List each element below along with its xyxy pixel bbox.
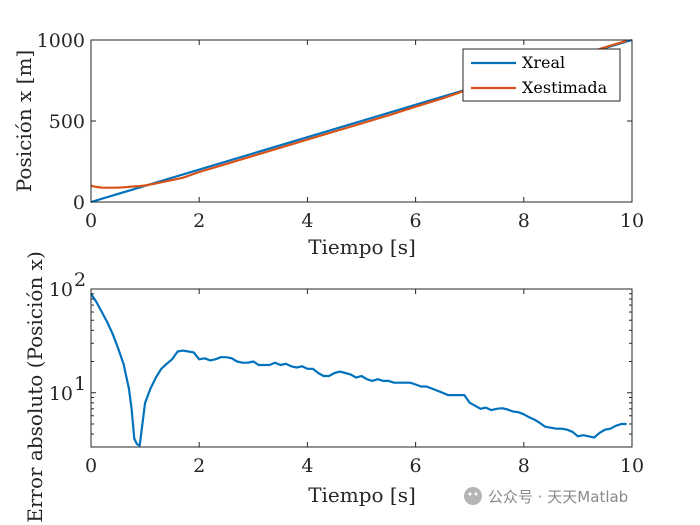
wechat-icon-eye-right bbox=[474, 492, 478, 496]
bottom-x-tick-label: 10 bbox=[620, 455, 644, 477]
bottom-y-tick-exponent: 2 bbox=[74, 269, 86, 291]
bottom-axes-frame bbox=[90, 288, 633, 448]
top-x-tick-label: 2 bbox=[193, 210, 205, 232]
legend: Xreal Xestimada bbox=[462, 48, 621, 102]
bottom-x-tick-label: 6 bbox=[410, 455, 422, 477]
bottom-y-tick-exponent: 1 bbox=[74, 373, 86, 395]
watermark: 公众号 · 天天Matlab bbox=[464, 487, 628, 506]
top-x-axis-label: Tiempo [s] bbox=[308, 235, 416, 259]
top-y-tick-label: 500 bbox=[49, 111, 85, 133]
legend-label-xestimada: Xestimada bbox=[522, 78, 608, 97]
top-ticks: 0 2 4 6 8 10 0 500 1000 bbox=[37, 30, 644, 232]
series-line-error-absoluto bbox=[90, 293, 627, 447]
top-subplot: 0 2 4 6 8 10 0 500 1000 Tiempo [s] Posición x [m… bbox=[12, 30, 644, 259]
top-y-axis-label: Posición x [m] bbox=[12, 50, 36, 192]
bottom-x-tick-label: 0 bbox=[85, 455, 97, 477]
top-x-tick-label: 8 bbox=[518, 210, 530, 232]
bottom-x-axis-label: Tiempo [s] bbox=[308, 483, 416, 507]
wechat-icon-eye-left bbox=[468, 492, 472, 496]
bottom-y-axis-label: Error absoluto (Posición x) bbox=[23, 251, 47, 523]
top-y-tick-label: 0 bbox=[73, 192, 85, 214]
watermark-text: 公众号 · 天天Matlab bbox=[488, 488, 628, 506]
top-y-tick-label: 1000 bbox=[37, 30, 85, 52]
bottom-x-tick-label: 2 bbox=[193, 455, 205, 477]
legend-box bbox=[462, 48, 621, 102]
wechat-icon bbox=[464, 487, 482, 505]
top-x-tick-label: 4 bbox=[301, 210, 313, 232]
bottom-y-tick-label: 10 bbox=[49, 383, 73, 405]
legend-label-xreal: Xreal bbox=[522, 53, 565, 72]
top-x-tick-label: 6 bbox=[410, 210, 422, 232]
bottom-x-tick-label: 8 bbox=[518, 455, 530, 477]
top-x-tick-label: 0 bbox=[85, 210, 97, 232]
bottom-y-tick-label: 10 bbox=[49, 279, 73, 301]
bottom-series-group bbox=[90, 293, 627, 447]
top-x-tick-label: 10 bbox=[620, 210, 644, 232]
bottom-x-tick-label: 4 bbox=[301, 455, 313, 477]
